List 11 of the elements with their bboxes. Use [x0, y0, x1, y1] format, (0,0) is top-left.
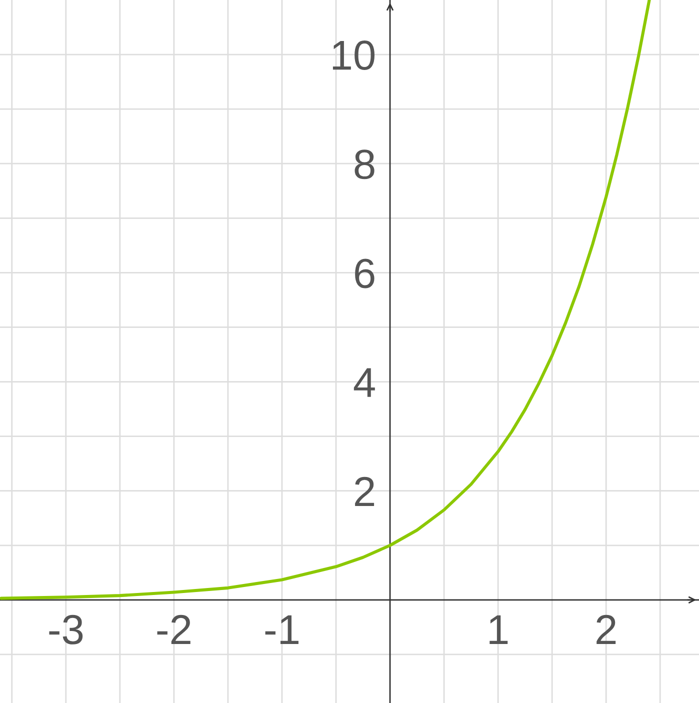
y-tick-label: 4	[354, 368, 375, 397]
y-tick-label: 10	[332, 40, 374, 70]
x-tick-label: 1	[490, 615, 508, 644]
x-tick-label: 2	[596, 614, 616, 644]
y-tick-label: 2	[355, 476, 374, 506]
x-tick-label: -3	[49, 614, 83, 644]
x-tick-label: -2	[157, 614, 190, 644]
y-tick-label: 8	[354, 150, 374, 180]
line-series	[0, 0, 651, 600]
x-tick-label: -1	[265, 615, 298, 644]
y-tick-label: 6	[355, 258, 374, 288]
